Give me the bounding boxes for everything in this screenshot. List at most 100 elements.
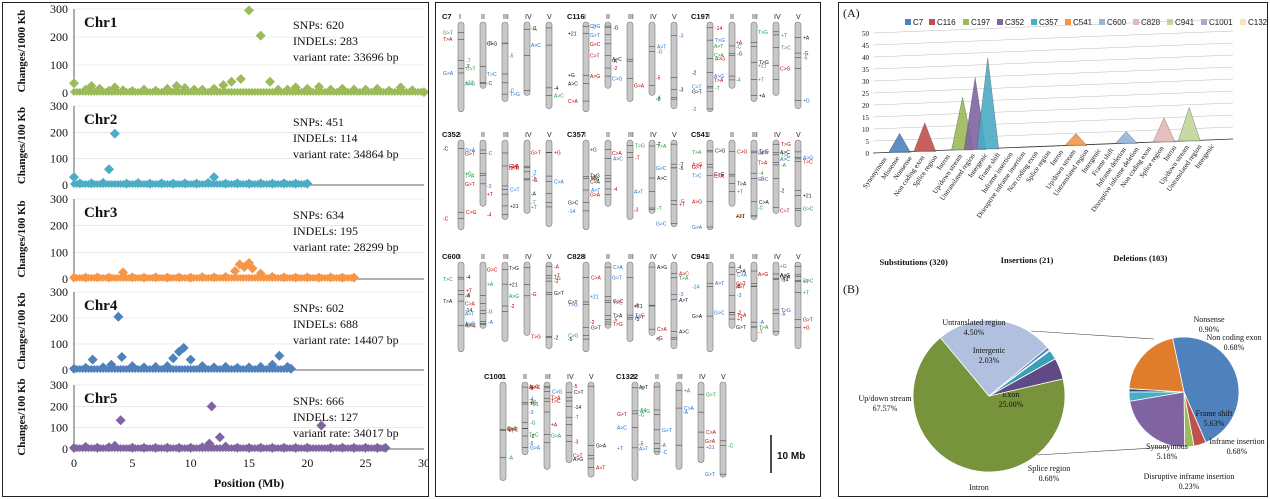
variant-label: -2 xyxy=(590,320,595,326)
variant-label: T>A xyxy=(590,177,600,183)
variant-label: -A xyxy=(661,443,667,449)
variant-label: T>G xyxy=(613,322,623,328)
y-axis-label: Changes/100 Kb xyxy=(16,107,28,184)
variant-label: C>T xyxy=(568,300,578,306)
variant-label: -2 xyxy=(554,279,559,285)
variant-annotation-panel: (A) C7 C116 C197 C352 C357 C541 C600 C828 C941 C10… xyxy=(838,2,1268,497)
y-axis-label: Changes/1000 Kb xyxy=(16,10,28,93)
chromosome-number: I xyxy=(459,254,461,261)
variant-label: +T xyxy=(803,291,809,297)
chromosome-number: V xyxy=(796,132,801,139)
chromosome-bar xyxy=(706,21,714,113)
variant-label: +T xyxy=(679,202,685,208)
chromosome-bar xyxy=(648,261,656,336)
chromosome-number: IV xyxy=(774,254,781,261)
x-axis-label: Position (Mb) xyxy=(214,476,284,490)
chromosome-number: IV xyxy=(567,374,574,381)
genotype-label: C1322 xyxy=(616,372,638,381)
variant-label: -T xyxy=(466,58,471,64)
snp-density-panel: 0 100 200 300 Changes/1000 Kb Chr1 SNPs: 620 IN… xyxy=(2,2,429,497)
chromosome-number: III xyxy=(752,132,758,139)
data-point xyxy=(244,178,254,189)
scale-bar-label: 10 Mb xyxy=(777,451,805,462)
variant-label: -2 xyxy=(529,399,534,405)
gridline xyxy=(872,30,1234,46)
data-point xyxy=(206,401,217,412)
x-tick-label: 25 xyxy=(360,456,372,470)
variant-label: -G xyxy=(530,420,536,426)
variant-label: +A xyxy=(551,423,558,429)
variant-label: -T xyxy=(715,86,720,92)
indels-count: INDELs: 283 xyxy=(293,34,358,48)
chromosome-number: V xyxy=(721,374,726,381)
chromosome-number: I xyxy=(584,132,586,139)
genotype-label: C7 xyxy=(442,12,452,21)
legend-label: C7 xyxy=(913,18,924,27)
pie-slice xyxy=(939,319,1049,397)
variant-label: G>T xyxy=(692,165,702,171)
variant-label: G>T xyxy=(443,30,453,36)
chromosome-number: II xyxy=(730,254,734,261)
variant-label: C>T xyxy=(590,53,600,59)
variant-label: -T xyxy=(531,174,536,180)
variant-label: -5 xyxy=(529,386,534,392)
variant-label: A>C xyxy=(780,157,790,163)
variant-label: -3 xyxy=(635,317,640,323)
chromosome-bar xyxy=(794,139,802,227)
variant-label: -A xyxy=(612,59,618,65)
chromosome-number: V xyxy=(547,14,552,21)
variant-label: +21 xyxy=(803,193,812,199)
variant-rate: variant rate: 33696 bp xyxy=(293,50,399,64)
chromosome-title: Chr4 xyxy=(84,298,118,314)
variant-label: T>G xyxy=(531,335,541,341)
variant-label: -3 xyxy=(487,184,492,190)
variant-label: -5 xyxy=(803,55,808,61)
variant-label: A>T xyxy=(657,45,666,51)
chromosome-number: V xyxy=(547,254,552,261)
variant-label: A>G xyxy=(573,457,583,463)
chromosome-number: II xyxy=(481,254,485,261)
variant-label: A>T xyxy=(714,44,723,50)
variant-label: -G xyxy=(613,25,619,31)
variant-label: C>A xyxy=(591,276,602,282)
data-point xyxy=(360,84,371,95)
variant-label: C>A xyxy=(465,302,476,308)
chromosome-title: Chr3 xyxy=(84,205,117,221)
data-point xyxy=(179,178,190,189)
data-point xyxy=(218,80,229,91)
data-point xyxy=(86,178,97,189)
variant-label: C>T xyxy=(510,187,520,193)
variant-label: T>G xyxy=(509,266,519,272)
y-tick-label: 15 xyxy=(862,114,870,122)
chromosome-bar xyxy=(582,261,590,353)
data-point xyxy=(384,85,394,96)
chromosome-number: I xyxy=(633,374,635,381)
variant-label: +T xyxy=(617,446,623,452)
y-tick-label: 25 xyxy=(862,90,870,98)
variant-label: G>A xyxy=(530,445,541,451)
variant-label: -5 xyxy=(613,318,618,324)
x-tick-label: 15 xyxy=(243,456,255,470)
chromosome-number: II xyxy=(606,14,610,21)
variant-label: G>T xyxy=(554,291,564,297)
genotype-block-C828: C828 IC>GC>AG>TC>T-5T>GIIT>CC>AT>A-5+21-2… xyxy=(567,252,689,353)
chromosome-number: II xyxy=(481,132,485,139)
data-point xyxy=(168,353,179,364)
variant-label: -G xyxy=(679,199,685,205)
slice-label: Untranslated region xyxy=(942,318,1005,327)
variant-label: -G xyxy=(803,51,809,57)
variant-rate: variant rate: 14407 bp xyxy=(293,333,399,347)
variant-label: A>G xyxy=(465,323,475,329)
area-legend: C7 C116 C197 C352 C357 C541 C600 C828 C941 C1001 C… xyxy=(905,18,1267,27)
chromosome-number: III xyxy=(752,14,758,21)
variant-label: T>A xyxy=(737,182,747,188)
variant-label: T>G xyxy=(510,92,520,98)
data-point xyxy=(139,272,149,283)
legend-swatch xyxy=(905,19,911,25)
variant-label: -3 xyxy=(532,177,537,183)
legend-swatch xyxy=(1031,19,1037,25)
variant-label: -C xyxy=(487,151,493,157)
chromosome-bar xyxy=(479,21,487,89)
variant-label: C>A xyxy=(736,269,747,275)
y-tick-label: 100 xyxy=(50,421,68,435)
